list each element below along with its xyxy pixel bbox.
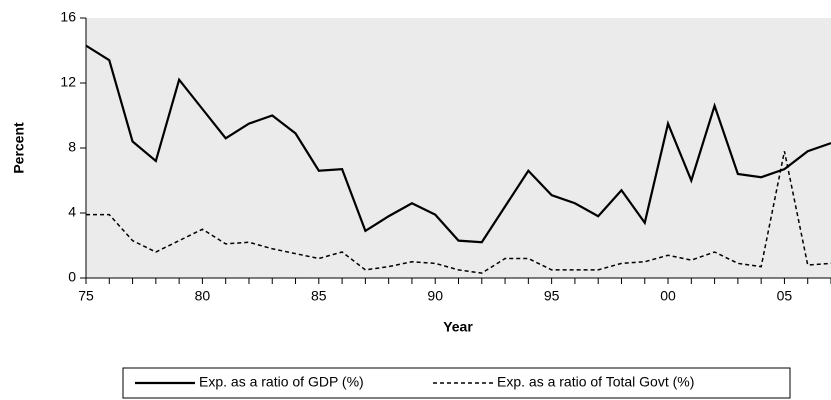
x-tick-label: 85 (311, 288, 327, 304)
series-line (85, 44, 831, 244)
series-line (86, 151, 831, 274)
y-tick-label: 12 (60, 74, 76, 90)
y-axis-label: Percent (11, 122, 27, 174)
plot-area (86, 18, 831, 278)
legend-label: Exp. as a ratio of GDP (%) (199, 374, 364, 390)
x-tick-label: 00 (660, 288, 676, 304)
x-tick-label: 90 (427, 288, 443, 304)
x-tick-label: 95 (544, 288, 560, 304)
y-tick-label: 0 (68, 269, 76, 285)
y-tick-label: 8 (68, 139, 76, 155)
x-axis-label: Year (443, 319, 473, 335)
y-tick-label: 16 (60, 9, 76, 25)
legend-label: Exp. as a ratio of Total Govt (%) (497, 374, 694, 390)
y-tick-label: 4 (68, 204, 76, 220)
x-tick-label: 75 (78, 288, 94, 304)
x-tick-label: 80 (195, 288, 211, 304)
x-tick-label: 05 (777, 288, 793, 304)
